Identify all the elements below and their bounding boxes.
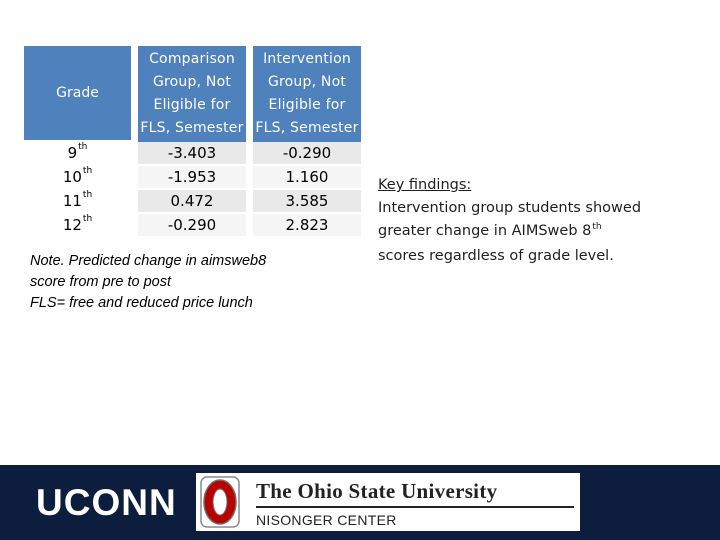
key-findings-line: greater change in AIMSweb 8th (378, 220, 698, 245)
key-findings: Key findings: Intervention group student… (378, 174, 698, 268)
header-intervention-line: FLS, Semester (255, 120, 359, 136)
grade-suffix: th (82, 190, 93, 200)
key-findings-title: Key findings: (378, 177, 472, 193)
header-grade-label: Grade (56, 85, 99, 101)
key-findings-superscript: th (592, 222, 602, 232)
nisonger-center: NISONGER CENTER (256, 512, 397, 528)
osu-divider (256, 506, 574, 508)
intervention-value: -0.290 (253, 142, 361, 164)
header-intervention-line: Intervention (263, 51, 351, 67)
note-line: Note. Predicted change in aimsweb8 (30, 253, 267, 269)
header-intervention-line: Group, Not (267, 74, 347, 90)
comparison-value: -1.953 (138, 166, 246, 188)
grade-suffix: th (82, 166, 93, 176)
block-o-icon (200, 476, 240, 528)
header-comparison-line: FLS, Semester (140, 120, 244, 136)
header-comparison-line: Group, Not (152, 74, 232, 90)
intervention-value: 3.585 (253, 190, 361, 212)
intervention-value: 2.823 (253, 214, 361, 236)
osu-logo-panel: The Ohio State University NISONGER CENTE… (196, 473, 580, 531)
key-findings-text: greater change in AIMSweb 8 (378, 223, 592, 239)
key-findings-line: scores regardless of grade level. (378, 248, 614, 264)
header-intervention: Intervention Group, Not Eligible for FLS… (253, 46, 361, 142)
key-findings-line: Intervention group students showed (378, 200, 642, 216)
note-line: FLS= free and reduced price lunch (30, 295, 253, 311)
comparison-value: 0.472 (138, 190, 246, 212)
grade-number: 9 (67, 144, 78, 162)
note-line: score from pre to post (30, 274, 172, 290)
header-intervention-line: Eligible for (268, 97, 346, 113)
osu-name: The Ohio State University (256, 479, 498, 503)
header-comparison-line: Eligible for (153, 97, 231, 113)
grade-number: 11 (62, 192, 82, 210)
grade-suffix: th (78, 142, 88, 152)
grade-number: 12 (62, 216, 82, 234)
header-comparison-line: Comparison (149, 51, 235, 67)
comparison-value: -3.403 (138, 142, 246, 164)
grade-number: 10 (62, 168, 82, 186)
uconn-logo: UCONN (36, 482, 177, 523)
grade-suffix: th (82, 214, 93, 224)
header-grade: Grade (24, 46, 131, 140)
comparison-value: -0.290 (138, 214, 246, 236)
header-comparison: Comparison Group, Not Eligible for FLS, … (138, 46, 246, 142)
table-note: Note. Predicted change in aimsweb8 score… (30, 251, 360, 314)
footer-banner: UCONN The Ohio State University NISONGER… (0, 465, 720, 540)
intervention-value: 1.160 (253, 166, 361, 188)
